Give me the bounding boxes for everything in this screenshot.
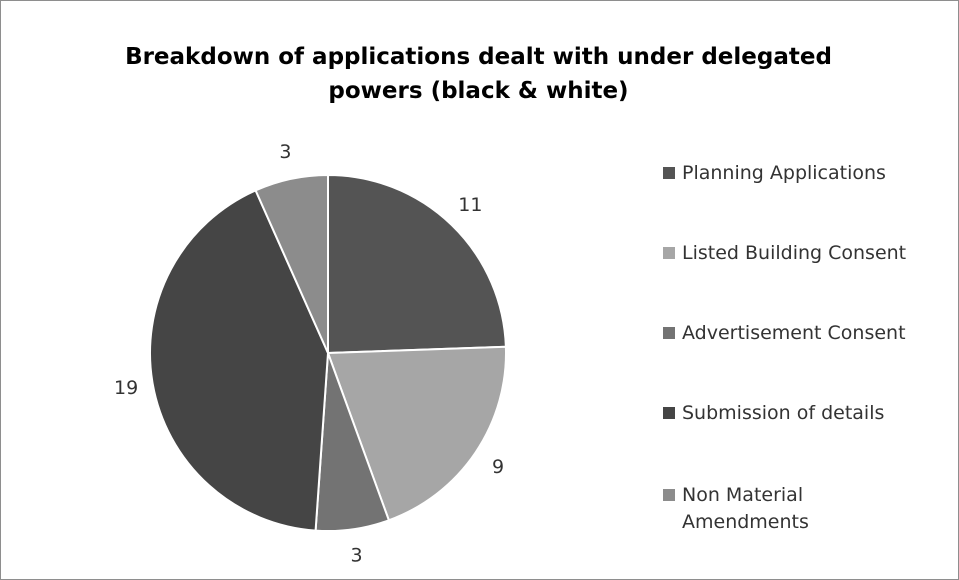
data-label-listed-building-consent: 9 bbox=[492, 456, 504, 478]
legend-swatch-listed-building-consent bbox=[663, 247, 675, 259]
pie-slice-planning-applications bbox=[327, 173, 507, 355]
pie-slice-submission-of-details bbox=[149, 189, 330, 532]
legend-label-non-material-amendments: Non Material Amendments bbox=[682, 484, 809, 533]
legend-swatch-planning-applications bbox=[663, 167, 675, 179]
data-label-planning-applications: 11 bbox=[458, 194, 482, 216]
pie-slices bbox=[149, 173, 507, 532]
data-label-advertisement-consent: 3 bbox=[350, 545, 362, 567]
legend-swatch-advertisement-consent bbox=[663, 327, 675, 339]
legend-swatch-non-material-amendments bbox=[663, 489, 675, 501]
chart-title-line-2: powers (black & white) bbox=[328, 78, 629, 104]
pie-data-labels: 11 9 3 19 3 bbox=[114, 141, 504, 567]
data-label-non-material-amendments: 3 bbox=[279, 141, 291, 163]
legend-swatch-submission-of-details bbox=[663, 407, 675, 419]
legend-label-listed-building-consent: Listed Building Consent bbox=[682, 242, 907, 264]
pie-slice-listed-building-consent bbox=[326, 345, 507, 522]
data-label-submission-of-details: 19 bbox=[114, 377, 138, 399]
legend-label-submission-of-details: Submission of details bbox=[682, 402, 885, 424]
legend-label-planning-applications: Planning Applications bbox=[682, 162, 886, 184]
pie-slice-non-material-amendments bbox=[254, 173, 329, 354]
chart-title-line-1: Breakdown of applications dealt with und… bbox=[125, 44, 832, 70]
legend-label-advertisement-consent: Advertisement Consent bbox=[682, 322, 906, 344]
chart-title: Breakdown of applications dealt with und… bbox=[0, 40, 957, 108]
